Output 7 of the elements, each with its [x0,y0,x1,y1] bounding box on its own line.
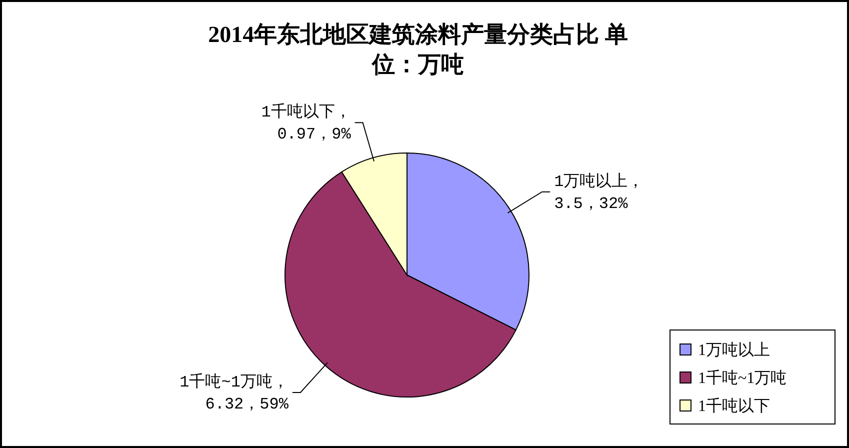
legend-label: 1万吨以上 [698,341,770,359]
chart-title: 2014年东北地区建筑涂料产量分类占比 单位：万吨 [207,21,629,79]
data-label: 1万吨以上， 3.5，32% [554,172,644,213]
data-label: 1千吨~1万吨， 6.32，59% [180,372,289,414]
data-label: 1千吨以下， 0.97，9% [261,102,352,144]
legend-label: 1千吨~1万吨 [698,369,787,387]
legend-label: 1千吨以下 [698,397,770,415]
